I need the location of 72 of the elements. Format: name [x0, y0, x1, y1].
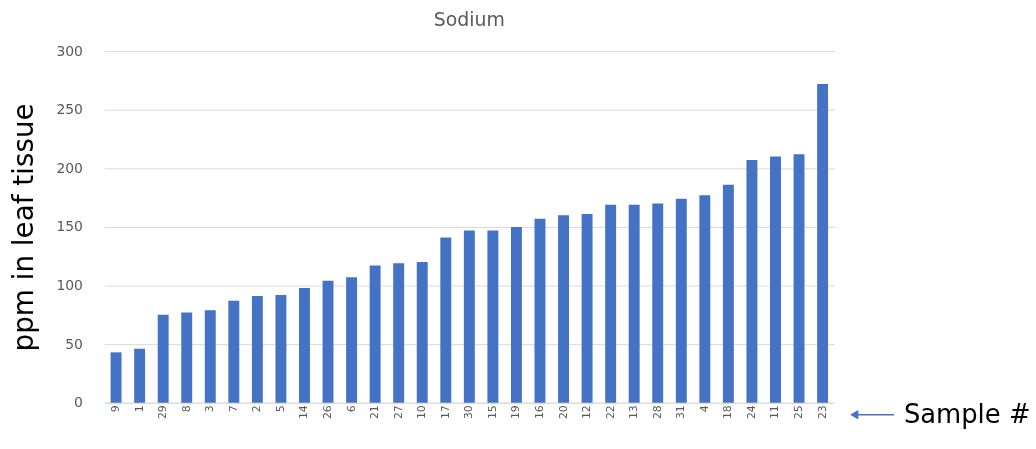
x-axis-title: Sample #: [903, 398, 1031, 429]
x-tick-label: 31: [674, 405, 688, 420]
y-tick-label: 300: [56, 42, 83, 59]
x-tick-label: 7: [226, 405, 240, 413]
x-tick-label: 27: [391, 405, 405, 420]
chart-title: Sodium: [433, 8, 505, 31]
x-tick-label: 19: [509, 405, 523, 420]
bar: [110, 352, 122, 403]
x-tick-label: 13: [627, 405, 641, 420]
bar: [817, 83, 829, 403]
bar: [299, 287, 310, 403]
x-tick-label: 21: [368, 405, 382, 420]
bar: [793, 154, 805, 403]
bar: [251, 296, 263, 403]
x-tick-label: 24: [744, 405, 758, 420]
bar: [628, 204, 640, 403]
x-tick-label: 11: [768, 405, 782, 420]
bar: [416, 262, 428, 403]
x-tick-label: 5: [273, 405, 287, 413]
bar: [558, 215, 569, 403]
bar: [322, 280, 334, 403]
bar: [534, 218, 546, 403]
bar: [722, 184, 734, 403]
x-tick-label: 4: [697, 405, 711, 413]
y-tick-label: 200: [56, 159, 83, 176]
x-tick-label: 10: [415, 405, 429, 420]
x-tick-label: 1: [132, 405, 146, 413]
x-tick-label: 29: [156, 405, 170, 420]
bar: [275, 294, 287, 403]
x-tick-label: 9: [109, 405, 123, 413]
x-tick-label: 16: [532, 405, 546, 420]
x-tick-label: 6: [344, 405, 358, 413]
bar: [204, 310, 216, 403]
x-tick-label: 12: [580, 405, 594, 420]
bar: [652, 203, 664, 403]
bar: [510, 226, 522, 403]
x-tick-label: 8: [179, 405, 193, 413]
x-tick-label: 23: [815, 405, 829, 420]
bar: [699, 195, 711, 403]
x-tick-label: 14: [297, 405, 311, 420]
bar: [181, 312, 193, 403]
x-tick-label: 20: [556, 405, 570, 420]
x-tick-label: 15: [485, 405, 499, 420]
x-tick-label: 25: [792, 405, 806, 420]
x-tick-label: 18: [721, 405, 735, 420]
x-tick-label: 2: [250, 405, 264, 413]
bar: [440, 237, 452, 403]
y-tick-label: 100: [56, 277, 83, 294]
x-tick-label: 22: [603, 405, 617, 420]
x-tick-label: 3: [203, 405, 217, 413]
bar: [393, 263, 405, 403]
bar: [675, 198, 687, 403]
bar: [228, 300, 240, 403]
bar: [581, 214, 593, 403]
bar: [605, 204, 617, 403]
bar: [487, 230, 499, 403]
y-tick-label: 250: [56, 101, 83, 118]
x-tick-label: 26: [321, 405, 335, 420]
x-tick-label: 30: [462, 405, 476, 420]
x-tick-label: 28: [650, 405, 664, 420]
bar: [157, 314, 169, 403]
bar: [134, 348, 146, 403]
bar: [346, 277, 358, 403]
y-tick-label: 0: [74, 394, 83, 411]
x-tick-label: 17: [438, 405, 452, 420]
bar: [463, 230, 475, 403]
bar: [369, 265, 381, 403]
y-tick-label: 150: [56, 218, 83, 235]
y-tick-label: 50: [65, 335, 83, 352]
bar: [746, 160, 758, 403]
y-axis-title: ppm in leaf tissue: [6, 103, 40, 352]
bar: [770, 156, 781, 403]
